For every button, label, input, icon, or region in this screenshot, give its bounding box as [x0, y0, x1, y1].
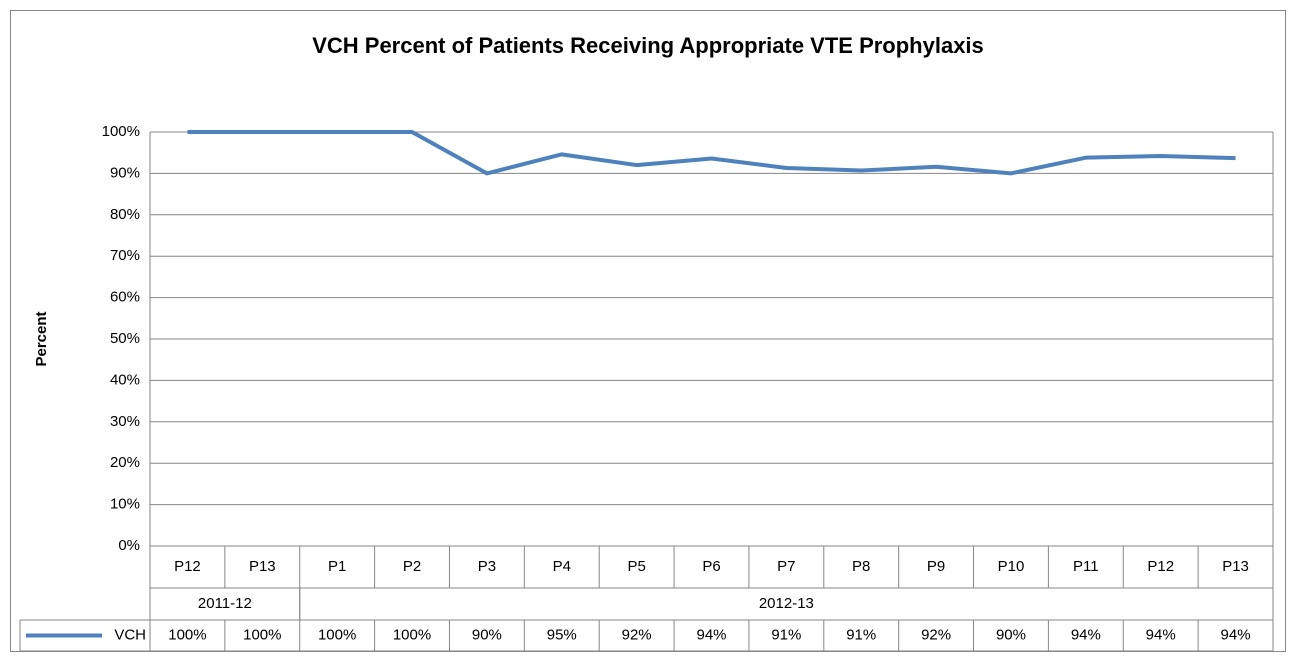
legend-label: VCH	[114, 626, 146, 643]
x-tick-label: P9	[927, 558, 945, 575]
x-tick-label: P12	[174, 558, 201, 575]
x-tick-label: P4	[553, 558, 571, 575]
data-label: 94%	[1221, 626, 1251, 643]
data-label: 100%	[243, 626, 281, 643]
group-label: 2011-12	[198, 595, 252, 612]
x-tick-label: P1	[328, 558, 346, 575]
y-tick-label: 80%	[110, 206, 140, 223]
data-label: 100%	[318, 626, 356, 643]
data-label: 100%	[168, 626, 206, 643]
data-label: 90%	[996, 626, 1026, 643]
data-label: 94%	[696, 626, 726, 643]
y-tick-label: 10%	[110, 496, 140, 513]
chart-border	[10, 10, 1286, 652]
y-tick-label: 90%	[110, 164, 140, 181]
y-tick-label: 40%	[110, 371, 140, 388]
y-tick-label: 0%	[118, 537, 140, 554]
chart-title: VCH Percent of Patients Receiving Approp…	[312, 33, 984, 58]
group-label: 2012-13	[759, 595, 814, 612]
x-tick-label: P2	[403, 558, 421, 575]
y-tick-label: 30%	[110, 413, 140, 430]
x-tick-label: P12	[1147, 558, 1174, 575]
y-tick-label: 50%	[110, 330, 140, 347]
x-tick-label: P8	[852, 558, 870, 575]
series-line	[187, 130, 1236, 176]
data-label: 92%	[921, 626, 951, 643]
data-label: 92%	[622, 626, 652, 643]
x-tick-label: P3	[478, 558, 496, 575]
x-tick-label: P7	[777, 558, 795, 575]
x-tick-label: P13	[249, 558, 276, 575]
data-label: 91%	[771, 626, 801, 643]
x-tick-label: P10	[998, 558, 1025, 575]
x-tick-label: P11	[1073, 558, 1099, 575]
x-tick-label: P6	[702, 558, 720, 575]
data-label: 94%	[1071, 626, 1101, 643]
y-axis-title: Percent	[33, 311, 50, 366]
x-tick-label: P13	[1222, 558, 1249, 575]
y-tick-label: 100%	[102, 123, 140, 140]
x-tick-label: P5	[627, 558, 645, 575]
y-tick-label: 70%	[110, 247, 140, 264]
data-label: 95%	[547, 626, 577, 643]
data-label: 100%	[393, 626, 431, 643]
data-label: 94%	[1146, 626, 1176, 643]
data-label: 91%	[846, 626, 876, 643]
data-label: 90%	[472, 626, 502, 643]
y-tick-label: 20%	[110, 454, 140, 471]
y-tick-label: 60%	[110, 289, 140, 306]
